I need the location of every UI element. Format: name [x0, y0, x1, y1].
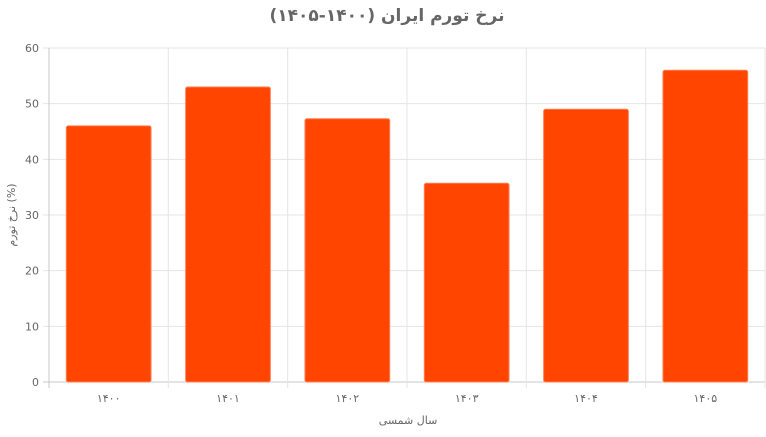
bars — [65, 69, 749, 383]
x-tick-label: ۱۴۰۵ — [694, 392, 718, 405]
bar — [662, 69, 749, 383]
chart-title: نرخ تورم ایران (۱۴۰۰-۱۴۰۵) — [269, 6, 504, 26]
y-tick-label: 50 — [25, 98, 39, 111]
y-tick-label: 60 — [25, 42, 39, 55]
y-axis-ticks: 0 10 20 30 40 50 60 — [25, 42, 39, 389]
y-tick-label: 30 — [25, 209, 39, 222]
x-tick-label: ۱۴۰۳ — [455, 392, 479, 405]
y-tick-label: 40 — [25, 153, 39, 166]
y-tick-label: 20 — [25, 265, 39, 278]
y-tick-label: 0 — [32, 376, 39, 389]
x-axis-label: سال شمسی — [379, 414, 438, 427]
bar — [65, 125, 152, 383]
x-tick-label: ۱۴۰۰ — [97, 392, 121, 405]
x-tick-label: ۱۴۰۱ — [216, 392, 240, 405]
bar — [304, 118, 391, 383]
y-axis-label: نرخ تورم (%) — [5, 183, 18, 246]
grid-lines — [43, 47, 766, 388]
bar — [423, 182, 510, 383]
x-axis-ticks: ۱۴۰۰ ۱۴۰۱ ۱۴۰۲ ۱۴۰۳ ۱۴۰۴ ۱۴۰۵ — [97, 392, 717, 405]
x-tick-label: ۱۴۰۲ — [336, 392, 360, 405]
bar — [543, 108, 629, 383]
bar — [185, 86, 271, 383]
y-tick-label: 10 — [25, 320, 39, 333]
x-tick-label: ۱۴۰۴ — [574, 392, 598, 405]
